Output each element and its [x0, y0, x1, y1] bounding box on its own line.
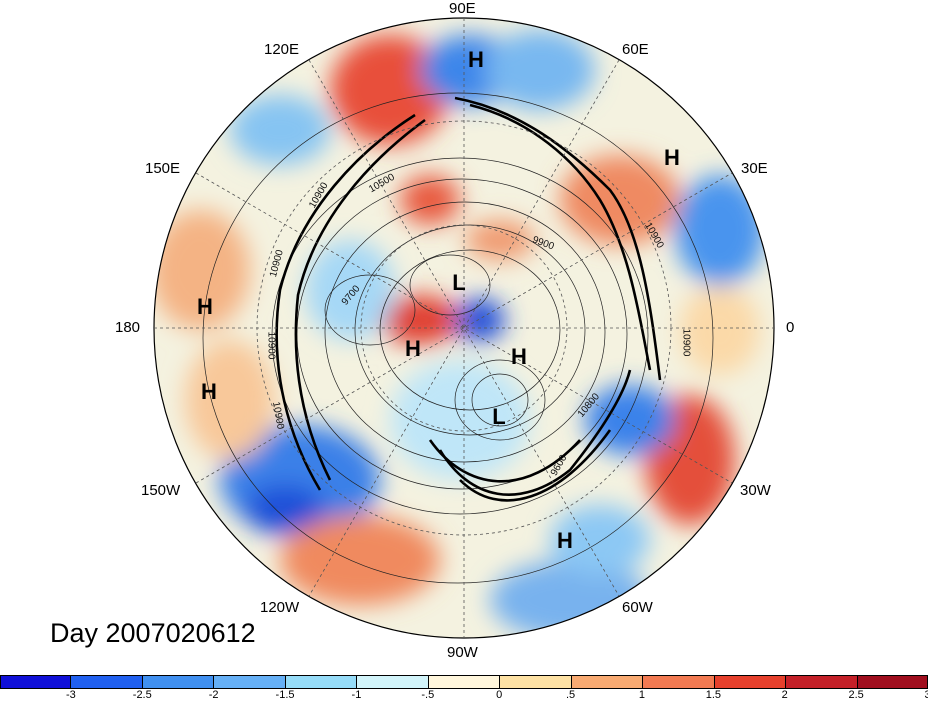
lon-label-120w: 120W: [260, 599, 300, 616]
colorbar-tick-label: 3: [924, 689, 928, 701]
colorbar-segment: [357, 675, 429, 689]
lon-label-30w: 30W: [740, 482, 771, 499]
pressure-center: H: [557, 528, 573, 553]
lon-label-150e: 150E: [145, 160, 181, 177]
graticule: [154, 18, 774, 638]
colorbar-tick-label: -.5: [421, 689, 435, 701]
colorbar: [0, 675, 928, 689]
pressure-center: H: [511, 344, 527, 369]
pressure-center: L: [452, 270, 466, 295]
colorbar-tick-label: 1: [638, 689, 646, 701]
lon-label-90w: 90W: [447, 644, 478, 661]
map-title: Day 2007020612: [50, 618, 256, 648]
contour-label: 10900: [265, 331, 277, 360]
colorbar-segment: [500, 675, 572, 689]
anomaly-field: [154, 18, 774, 638]
colorbar-tick-label: 2: [781, 689, 788, 701]
colorbar-segment: [71, 675, 143, 689]
pressure-center: H: [201, 379, 217, 404]
colorbar-segment: [714, 675, 787, 689]
lon-label-180: 180: [115, 319, 141, 336]
lon-label-120e: 120E: [264, 41, 300, 58]
colorbar-tick-label: -2: [208, 689, 219, 701]
colorbar-tick-label: -3: [65, 689, 76, 701]
colorbar-tick-label: -1.5: [275, 689, 295, 701]
pressure-center: H: [468, 47, 484, 72]
lon-label-60e: 60E: [622, 41, 649, 58]
colorbar-segment: [643, 675, 715, 689]
colorbar-tick-label: 0: [496, 689, 503, 701]
lon-label-150w: 150W: [141, 482, 181, 499]
colorbar-segment: [214, 675, 286, 689]
pressure-center: L: [492, 404, 506, 429]
colorbar-segment: [571, 675, 644, 689]
lon-label-90e: 90E: [449, 0, 476, 17]
pressure-center: H: [405, 336, 421, 361]
colorbar-tick-label: -1: [351, 689, 362, 701]
colorbar-segment: [0, 675, 72, 689]
lon-label-60w: 60W: [622, 599, 653, 616]
lon-label-0: 0: [786, 319, 795, 336]
contour-label: 10900: [680, 328, 692, 357]
colorbar-segment: [428, 675, 501, 689]
colorbar-segment: [142, 675, 215, 689]
colorbar-segment: [786, 675, 858, 689]
colorbar-tick-label: -2.5: [132, 689, 152, 701]
pressure-center: H: [664, 145, 680, 170]
pressure-center: H: [197, 294, 213, 319]
colorbar-tick-label: 2.5: [848, 689, 864, 701]
colorbar-segment: [285, 675, 358, 689]
lon-label-30e: 30E: [741, 160, 768, 177]
colorbar-segment: [857, 675, 928, 689]
colorbar-tick-label: 1.5: [705, 689, 721, 701]
colorbar-tick-label: .5: [565, 689, 576, 701]
